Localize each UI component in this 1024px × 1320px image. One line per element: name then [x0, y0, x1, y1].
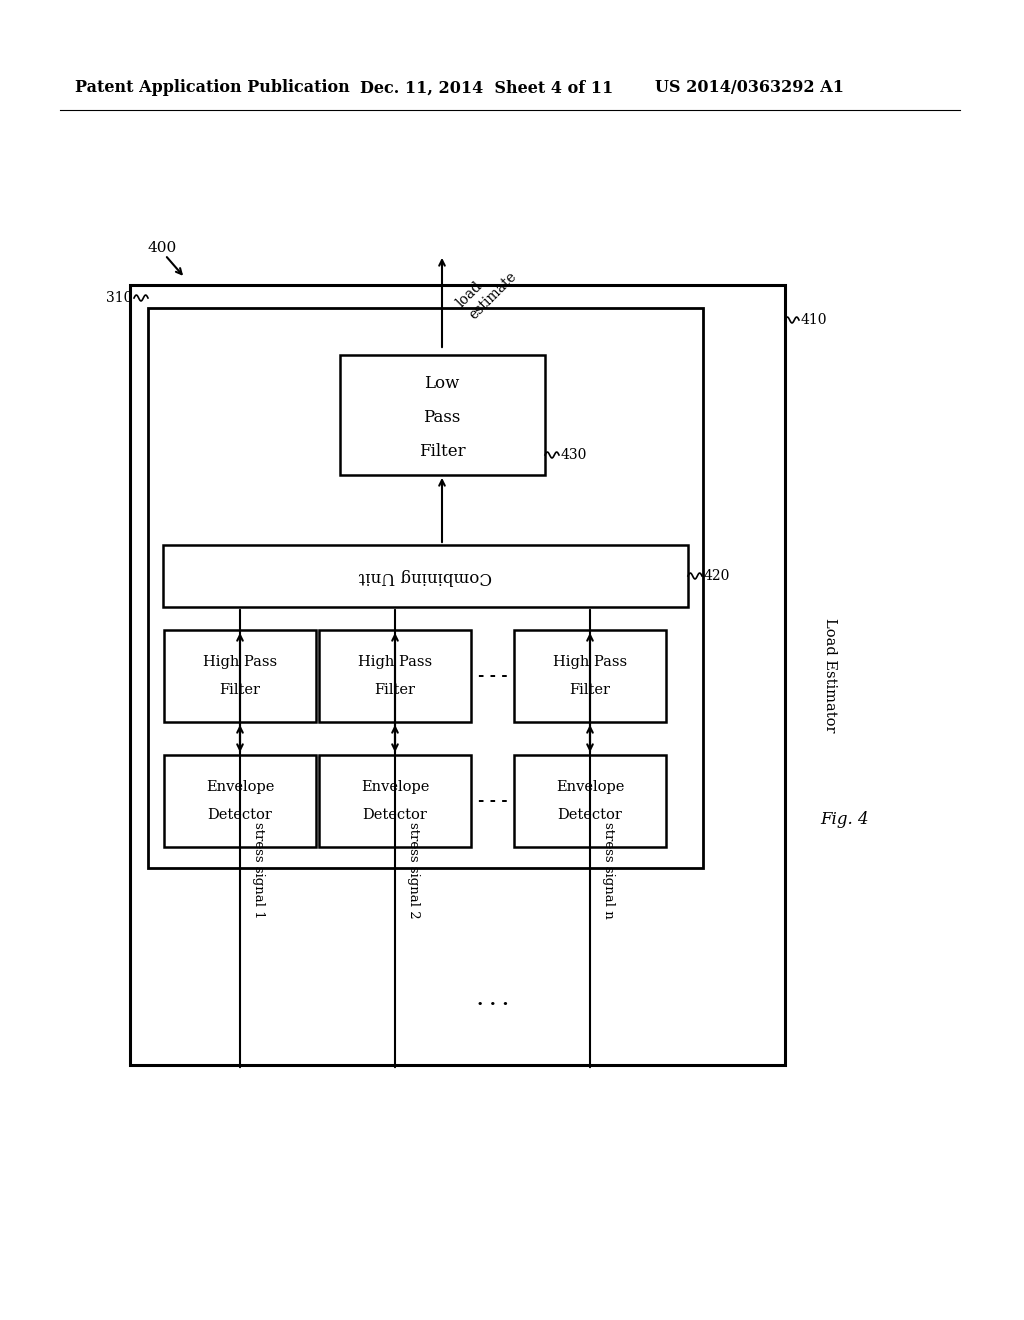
Bar [514, 630, 666, 722]
Text: 410: 410 [801, 313, 827, 327]
Text: Pass: Pass [423, 408, 461, 425]
Text: High Pass: High Pass [203, 655, 278, 669]
Text: Detector: Detector [362, 808, 427, 822]
Text: . . .: . . . [477, 991, 508, 1008]
Text: stress signal 1: stress signal 1 [252, 821, 265, 919]
Text: Load Estimator: Load Estimator [823, 618, 837, 733]
Text: 420: 420 [705, 569, 730, 583]
Text: Low: Low [424, 375, 460, 392]
Bar [319, 755, 471, 847]
Text: Fig. 4: Fig. 4 [820, 812, 868, 829]
Text: 430: 430 [561, 447, 588, 462]
Text: Filter: Filter [375, 682, 416, 697]
Bar [130, 285, 785, 1065]
Text: High Pass: High Pass [358, 655, 432, 669]
Text: - - -: - - - [477, 795, 507, 808]
Bar [319, 630, 471, 722]
Text: Combining Unit: Combining Unit [358, 568, 492, 585]
Text: Filter: Filter [219, 682, 260, 697]
Text: load
estimate: load estimate [454, 257, 519, 322]
Bar [164, 630, 316, 722]
Text: 310: 310 [105, 290, 132, 305]
Text: Filter: Filter [569, 682, 610, 697]
Text: Filter: Filter [419, 442, 465, 459]
Bar [164, 755, 316, 847]
Text: Envelope: Envelope [360, 780, 429, 795]
Text: Patent Application Publication: Patent Application Publication [75, 79, 350, 96]
Text: Envelope: Envelope [206, 780, 274, 795]
Bar [514, 755, 666, 847]
Text: High Pass: High Pass [553, 655, 627, 669]
Bar [148, 308, 703, 869]
Text: stress signal 2: stress signal 2 [407, 821, 420, 919]
Text: stress signal n: stress signal n [602, 821, 615, 919]
Bar [340, 355, 545, 475]
Text: - - -: - - - [477, 669, 507, 682]
Text: US 2014/0363292 A1: US 2014/0363292 A1 [655, 79, 844, 96]
Text: Detector: Detector [208, 808, 272, 822]
Text: Dec. 11, 2014  Sheet 4 of 11: Dec. 11, 2014 Sheet 4 of 11 [360, 79, 613, 96]
Text: Detector: Detector [557, 808, 623, 822]
Text: 400: 400 [148, 242, 177, 255]
Bar [163, 545, 688, 607]
Text: Envelope: Envelope [556, 780, 625, 795]
